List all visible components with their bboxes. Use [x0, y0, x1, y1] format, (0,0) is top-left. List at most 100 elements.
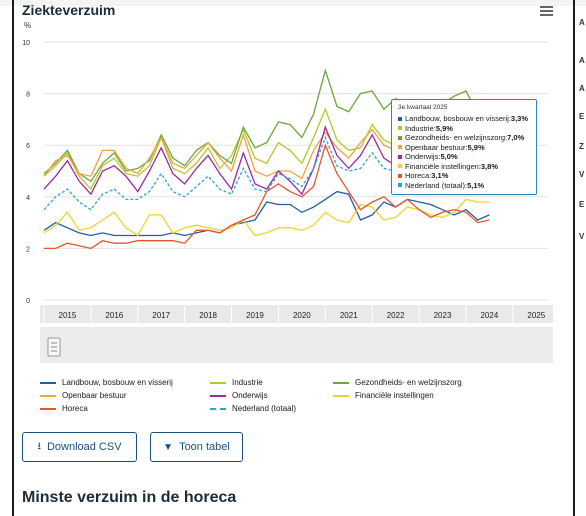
tooltip-row: Industrie: 5,9%: [398, 124, 530, 134]
caret-down-icon: ▼: [163, 441, 174, 453]
legend-item[interactable]: Landbouw, bosbouw en visserij: [40, 378, 173, 387]
y-tick-label: 4: [26, 195, 30, 202]
legend-item[interactable]: Openbaar bestuur: [40, 391, 127, 400]
x-tick-label: 2018: [199, 311, 217, 320]
tooltip-swatch: [398, 116, 402, 121]
tooltip-value: 3,8%: [480, 161, 498, 171]
legend-item[interactable]: Financiële instellingen: [333, 391, 434, 400]
tooltip-swatch: [398, 164, 402, 169]
tooltip-row: Gezondheids- en welzijnszorg: 7,0%: [398, 133, 530, 143]
tooltip-row: Landbouw, bosbouw en visserij: 3,3%: [398, 114, 530, 124]
navigator-area: [40, 327, 553, 363]
right-edge-letter: V: [579, 170, 585, 179]
right-edge-letter: E: [579, 112, 585, 121]
y-axis-ticks: 0 2 4 6 8 10: [22, 40, 30, 305]
right-edge-letter: A: [579, 18, 585, 27]
legend-item[interactable]: Industrie: [210, 378, 263, 387]
legend-swatch: [210, 394, 226, 397]
tooltip-swatch: [398, 126, 402, 131]
legend-swatch: [40, 394, 56, 397]
legend-item[interactable]: Horeca: [40, 404, 88, 413]
right-edge-letter: V: [579, 232, 585, 241]
y-tick-label: 10: [22, 40, 30, 47]
content-frame: [12, 0, 575, 516]
legend-swatch: [333, 381, 349, 384]
download-csv-label: Download CSV: [46, 441, 122, 453]
x-tick-label: 2015: [59, 311, 77, 320]
download-csv-button[interactable]: ⭳ Download CSV: [22, 432, 137, 462]
tooltip-value: 5,9%: [435, 123, 453, 133]
y-tick-label: 0: [26, 298, 30, 305]
legend-item[interactable]: Nederland (totaal): [210, 404, 296, 413]
tooltip-rows: Landbouw, bosbouw en visserij: 3,3% Indus…: [398, 114, 530, 190]
tooltip-row: Financiële instellingen: 3,8%: [398, 162, 530, 172]
tooltip-row: Openbaar bestuur: 5,9%: [398, 143, 530, 153]
top-strip: [0, 0, 586, 6]
tooltip-label: Industrie:: [405, 123, 436, 133]
legend-item[interactable]: Gezondheids- en welzijnszorg: [333, 378, 462, 387]
x-tick-label: 2023: [434, 311, 452, 320]
tooltip-value: 5,1%: [467, 180, 485, 190]
tooltip-label: Openbaar bestuur:: [405, 142, 468, 152]
y-tick-label: 2: [26, 246, 30, 253]
tooltip-label: Gezondheids- en welzijnszorg:: [405, 133, 508, 142]
tooltip-value: 5,0%: [440, 152, 458, 161]
series-line-7: [43, 135, 490, 211]
tooltip-row: Horeca: 3,1%: [398, 171, 530, 181]
tooltip-swatch: [398, 173, 402, 178]
x-axis-ticks: 2015 2016 2017 2018 2019 2020 2021 2022 2023 2024…: [43, 305, 546, 323]
legend-label: Landbouw, bosbouw en visserij: [62, 378, 173, 387]
legend-swatch: [210, 407, 226, 410]
series-line-5: [43, 198, 490, 237]
right-edge-text: A A A E Z V E V: [579, 0, 586, 516]
legend-swatch: [210, 381, 226, 384]
x-tick-label: 2021: [340, 311, 358, 320]
show-table-button[interactable]: ▼ Toon tabel: [150, 432, 243, 462]
x-tick-label: 2019: [246, 311, 264, 320]
tooltip-label: Financiële instellingen:: [405, 161, 481, 171]
show-table-label: Toon tabel: [179, 441, 230, 453]
tooltip-swatch: [398, 183, 402, 188]
legend-label: Industrie: [232, 378, 263, 387]
chart-title: Ziekteverzuim: [22, 2, 116, 18]
x-axis-band: [40, 305, 553, 323]
y-axis-label: %: [24, 21, 31, 30]
legend-swatch: [40, 381, 56, 384]
legend-label: Nederland (totaal): [232, 404, 297, 413]
right-edge-letter: Z: [579, 142, 584, 151]
tooltip-swatch: [398, 154, 402, 159]
y-tick-label: 6: [26, 143, 30, 150]
tooltip-label: Nederland (totaal):: [405, 180, 468, 190]
series-line-0: [43, 190, 490, 237]
tooltip-row: Onderwijs: 5,0%: [398, 152, 530, 162]
x-tick-label: 2022: [387, 311, 405, 320]
hamburger-menu-icon[interactable]: [540, 6, 553, 16]
legend-label: Financiële instellingen: [355, 391, 434, 400]
legend-item[interactable]: Onderwijs: [210, 391, 268, 400]
tooltip-value: 3,1%: [431, 171, 449, 180]
legend-label: Gezondheids- en welzijnszorg: [355, 378, 462, 387]
x-tick-label: 2020: [293, 311, 311, 320]
tooltip-value: 3,3%: [510, 114, 529, 123]
right-edge-letter: A: [579, 84, 585, 93]
tooltip-value: 5,9%: [467, 142, 485, 152]
section-heading: Minste verzuim in de horeca: [22, 489, 237, 506]
tooltip-label: Horeca:: [405, 171, 432, 180]
tooltip-swatch: [398, 135, 402, 140]
x-tick-label: 2025: [527, 311, 545, 320]
x-tick-label: 2024: [480, 311, 498, 320]
x-tick-label: 2016: [105, 311, 123, 320]
legend-label: Horeca: [62, 404, 88, 413]
download-icon: ⭳: [37, 440, 41, 452]
tooltip-header: 3e kwartaal 2025: [398, 104, 448, 111]
scroll-handle-icon[interactable]: [47, 337, 61, 357]
tooltip-label: Onderwijs:: [405, 152, 441, 161]
tooltip-value: 7,0%: [507, 133, 525, 142]
tooltip-row: Nederland (totaal): 5,1%: [398, 181, 530, 191]
chart-tooltip: 3e kwartaal 2025 Landbouw, bosbouw en vi…: [391, 99, 537, 195]
x-tick-label: 2017: [152, 311, 170, 320]
legend-label: Openbaar bestuur: [62, 391, 127, 400]
right-edge-letter: A: [579, 56, 585, 65]
legend-swatch: [40, 407, 56, 410]
y-tick-label: 8: [26, 92, 30, 99]
